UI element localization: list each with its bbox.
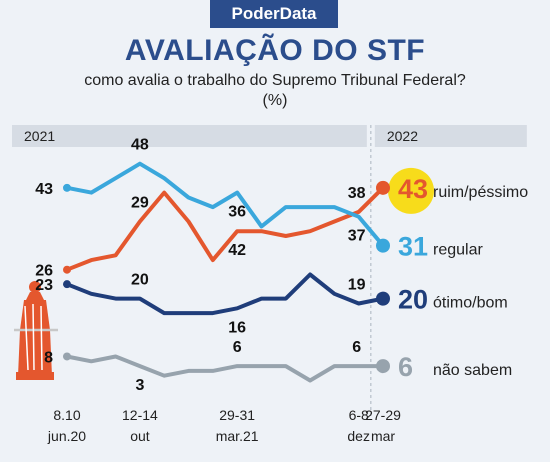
series-end-point-ruim bbox=[376, 180, 390, 195]
series-start-point-naosabem bbox=[63, 352, 71, 361]
legend-label-ruim: ruim/péssimo bbox=[433, 184, 528, 201]
x-tick-label: 12-14 bbox=[122, 407, 158, 423]
end-value-naosabem: 6 bbox=[398, 352, 413, 382]
series-line-regular bbox=[65, 161, 385, 248]
data-label-otimo: 19 bbox=[348, 276, 366, 293]
x-tick-label: mar.21 bbox=[216, 428, 259, 444]
x-tick-label: 27-29 bbox=[365, 407, 401, 423]
end-value-regular: 31 bbox=[398, 232, 428, 262]
data-label-naosabem: 8 bbox=[44, 349, 53, 366]
data-label-ruim: 38 bbox=[348, 185, 366, 202]
year-bar-2021 bbox=[12, 125, 367, 147]
chart-subtitle: como avalia o trabalho do Supremo Tribun… bbox=[84, 72, 466, 89]
chart-title: AVALIAÇÃO DO STF bbox=[124, 34, 426, 67]
series-end-point-naosabem bbox=[376, 359, 390, 374]
x-tick-label: 8.10 bbox=[53, 407, 80, 423]
data-label-regular: 36 bbox=[228, 204, 246, 221]
series-start-point-ruim bbox=[63, 265, 71, 274]
data-label-naosabem: 3 bbox=[135, 377, 144, 394]
data-label-ruim: 42 bbox=[228, 242, 246, 259]
end-value-otimo: 20 bbox=[398, 285, 428, 315]
statue-icon bbox=[14, 281, 58, 380]
data-label-regular: 48 bbox=[131, 137, 149, 154]
legend-label-naosabem: não sabem bbox=[433, 362, 512, 379]
x-tick-label: out bbox=[130, 428, 150, 444]
end-value-ruim: 43 bbox=[398, 174, 428, 204]
data-label-regular: 37 bbox=[348, 228, 366, 245]
series-line-ruim bbox=[65, 185, 385, 272]
series-end-point-regular bbox=[376, 238, 390, 253]
year-label-2021: 2021 bbox=[24, 128, 55, 144]
data-label-otimo: 16 bbox=[228, 319, 246, 336]
data-label-otimo: 23 bbox=[35, 277, 53, 294]
x-tick-label: jun.20 bbox=[47, 428, 86, 444]
data-label-regular: 43 bbox=[35, 181, 53, 198]
x-tick-label: 6-8 bbox=[349, 407, 369, 423]
data-label-otimo: 20 bbox=[131, 272, 149, 289]
data-label-ruim: 26 bbox=[35, 263, 53, 280]
data-label-naosabem: 6 bbox=[352, 339, 361, 356]
legend-label-otimo: ótimo/bom bbox=[433, 295, 508, 312]
chart-unit: (%) bbox=[262, 92, 288, 109]
x-tick-label: mar bbox=[371, 428, 395, 444]
series-start-point-otimo bbox=[63, 280, 71, 289]
series-end-point-otimo bbox=[376, 291, 390, 306]
series-start-point-regular bbox=[63, 183, 71, 192]
highlight-circle bbox=[388, 167, 434, 214]
year-label-2022: 2022 bbox=[387, 128, 418, 144]
data-label-naosabem: 6 bbox=[233, 339, 242, 356]
data-label-ruim: 29 bbox=[131, 195, 149, 212]
x-tick-label: dez bbox=[347, 428, 370, 444]
series-line-otimo bbox=[65, 272, 385, 316]
legend-label-regular: regular bbox=[433, 242, 483, 259]
series-line-naosabem bbox=[65, 354, 385, 383]
brand-tag: PoderData bbox=[210, 0, 338, 28]
year-bar-2022 bbox=[374, 125, 527, 147]
x-tick-label: 29-31 bbox=[219, 407, 255, 423]
